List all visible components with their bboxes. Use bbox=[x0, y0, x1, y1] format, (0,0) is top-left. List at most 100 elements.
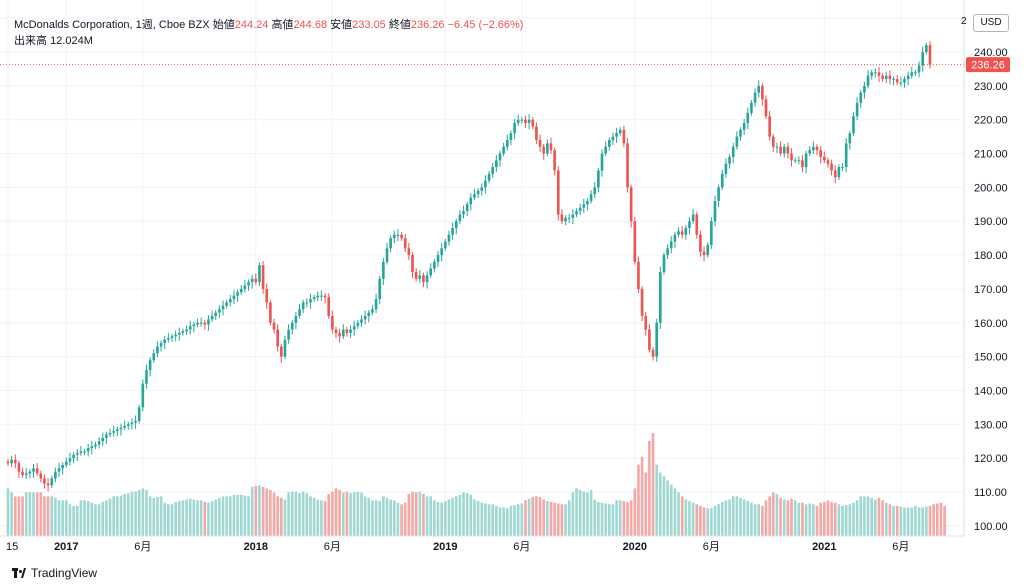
volume-bar bbox=[112, 496, 115, 536]
candle-body bbox=[469, 197, 473, 205]
price-tick-label: 160.00 bbox=[974, 318, 1008, 330]
volume-bar bbox=[258, 485, 261, 536]
volume-bar bbox=[509, 505, 513, 536]
close-label: 終値 bbox=[388, 19, 411, 31]
time-tick-label: 2018 bbox=[244, 541, 268, 553]
candle-body bbox=[527, 119, 531, 124]
volume-bar bbox=[458, 494, 462, 536]
candle-body bbox=[272, 322, 276, 330]
candle-body bbox=[349, 329, 352, 333]
candlesticks bbox=[6, 41, 932, 492]
volume-bar bbox=[43, 496, 46, 536]
volume-bar bbox=[327, 493, 331, 536]
volume-bar bbox=[874, 499, 877, 536]
candle-body bbox=[925, 45, 928, 52]
candle-body bbox=[83, 451, 86, 453]
candle-body bbox=[159, 343, 163, 347]
candle-body bbox=[917, 65, 921, 73]
price-axis[interactable]: 100.00 110.00 120.00 130.00 140.00 150.00 160.… bbox=[974, 13, 1008, 533]
candle-body bbox=[447, 234, 451, 242]
time-axis[interactable]: 15 2017 6月 2018 6月 2019 6月 2020 6月 2021 6月 bbox=[6, 541, 909, 553]
candle-body bbox=[119, 427, 123, 430]
volume-bar bbox=[786, 500, 790, 536]
candle-body bbox=[677, 231, 680, 235]
volume-bar bbox=[422, 493, 425, 536]
volume-bar bbox=[148, 496, 152, 536]
candle-body bbox=[174, 334, 177, 337]
volume-bar bbox=[272, 492, 276, 536]
candle-body bbox=[68, 458, 72, 462]
tradingview-brand[interactable]: TradingView bbox=[12, 566, 97, 580]
volume-bar bbox=[305, 493, 309, 536]
volume-bar bbox=[32, 492, 35, 536]
volume-bar bbox=[385, 497, 389, 536]
volume-bar bbox=[360, 492, 363, 536]
volume-bar bbox=[119, 495, 123, 536]
volume-bar bbox=[79, 500, 83, 536]
volume-bar bbox=[571, 492, 575, 536]
candle-body bbox=[728, 156, 731, 164]
volume-bar bbox=[444, 501, 447, 536]
volume-bar bbox=[560, 504, 564, 536]
currency-button[interactable]: USD bbox=[973, 14, 1009, 32]
volume-bar bbox=[407, 493, 411, 536]
candle-body bbox=[648, 329, 651, 350]
volume-bar bbox=[225, 496, 228, 536]
candle-body bbox=[516, 119, 520, 124]
price-tick-label: 130.00 bbox=[974, 419, 1008, 431]
candle-body bbox=[757, 85, 761, 93]
volume-bar bbox=[454, 496, 458, 536]
volume-bar bbox=[134, 491, 137, 536]
candle-body bbox=[801, 160, 804, 168]
volume-bar bbox=[433, 500, 436, 536]
volume-bar bbox=[892, 505, 895, 536]
price-tick-label: 140.00 bbox=[974, 385, 1008, 397]
candle-body bbox=[804, 153, 808, 168]
candle-body bbox=[684, 228, 688, 235]
candle-body bbox=[717, 187, 720, 201]
candle-body bbox=[589, 194, 593, 201]
volume-bar bbox=[352, 492, 356, 536]
candle-body bbox=[462, 211, 465, 215]
candle-body bbox=[167, 338, 170, 340]
volume-bar bbox=[214, 499, 218, 536]
volume-bar bbox=[578, 490, 582, 536]
volume-bar bbox=[269, 490, 272, 536]
candle-body bbox=[221, 305, 225, 310]
candle-body bbox=[903, 79, 906, 83]
volume-bar bbox=[589, 490, 593, 536]
volume-bar bbox=[655, 464, 658, 536]
volume-bar bbox=[356, 491, 360, 536]
volume-bar bbox=[451, 497, 454, 536]
candle-body bbox=[13, 459, 17, 464]
volume-bar bbox=[586, 492, 589, 536]
candle-body bbox=[790, 153, 793, 161]
candle-body bbox=[440, 248, 443, 256]
volume-bar bbox=[378, 501, 382, 536]
candle-body bbox=[247, 282, 250, 286]
candle-body bbox=[236, 292, 239, 296]
volume-bar bbox=[181, 500, 185, 536]
candle-body bbox=[600, 153, 604, 171]
symbol-title[interactable]: McDonalds Corporation, 1週, Cboe BZX bbox=[14, 19, 210, 31]
candle-body bbox=[239, 288, 243, 293]
volume-bar bbox=[94, 504, 97, 536]
candle-body bbox=[181, 331, 185, 333]
volume-bar bbox=[582, 491, 586, 536]
candle-body bbox=[367, 312, 371, 316]
volume-bar bbox=[695, 504, 699, 536]
volume-bar bbox=[717, 504, 720, 536]
candle-body bbox=[535, 126, 538, 140]
candle-body bbox=[32, 468, 35, 472]
candle-body bbox=[429, 268, 433, 276]
volume-bar bbox=[775, 493, 779, 536]
volume-bar bbox=[35, 492, 39, 536]
candle-body bbox=[582, 204, 586, 208]
volume-label: 出来高 bbox=[14, 35, 47, 47]
candle-body bbox=[720, 173, 724, 188]
candle-body bbox=[392, 234, 396, 239]
low-label: 安値 bbox=[330, 19, 353, 31]
candle-body bbox=[199, 322, 203, 324]
candle-body bbox=[739, 129, 742, 137]
